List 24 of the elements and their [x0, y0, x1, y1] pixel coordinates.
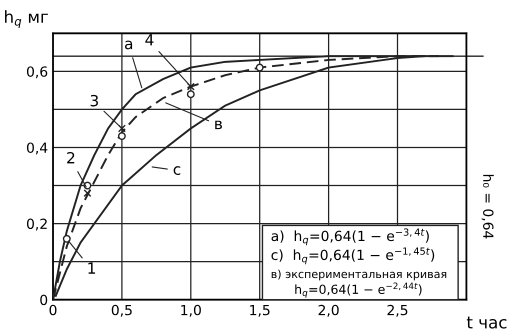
- annotation: a) h$_{q}$=0,64(1 − e$^{−3,4t}$): [272, 228, 429, 246]
- annotation: a: [125, 40, 132, 50]
- y-tick-label: 0,6: [26, 66, 48, 78]
- x-tick-label: 0,5: [112, 304, 132, 317]
- x-tick-label: 2,0: [318, 304, 339, 317]
- annotation: 1: [88, 262, 96, 274]
- y-tick-label: 0,2: [26, 218, 47, 230]
- y-axis-title: h$_{q}$ мг: [5, 10, 48, 28]
- x-tick-label: 2,5: [387, 304, 408, 317]
- x-axis-title: t час: [466, 316, 506, 329]
- annotation: в) экспериментальная кривая: [272, 270, 446, 280]
- annotation: h$_{q}$=0,64(1 − e$^{−2,44t}$): [295, 282, 422, 298]
- annotation: 2: [67, 152, 74, 164]
- annotation: 4: [145, 34, 154, 46]
- annotation: 3: [90, 94, 98, 106]
- annotation: c: [174, 166, 180, 175]
- y-tick-label: 0: [40, 294, 48, 306]
- x-tick-label: 1,0: [181, 304, 201, 317]
- annotation: c) h$_{q}$=0,64(1 − e$^{−1,45t}$): [271, 248, 434, 264]
- y-tick-label: 0,4: [26, 142, 48, 154]
- x-tick-label: 1,5: [250, 304, 270, 317]
- annotation: в: [215, 120, 222, 130]
- ref-line-label: h₀ = 0,64: [482, 174, 494, 239]
- x-tick-label: 0: [49, 304, 56, 316]
